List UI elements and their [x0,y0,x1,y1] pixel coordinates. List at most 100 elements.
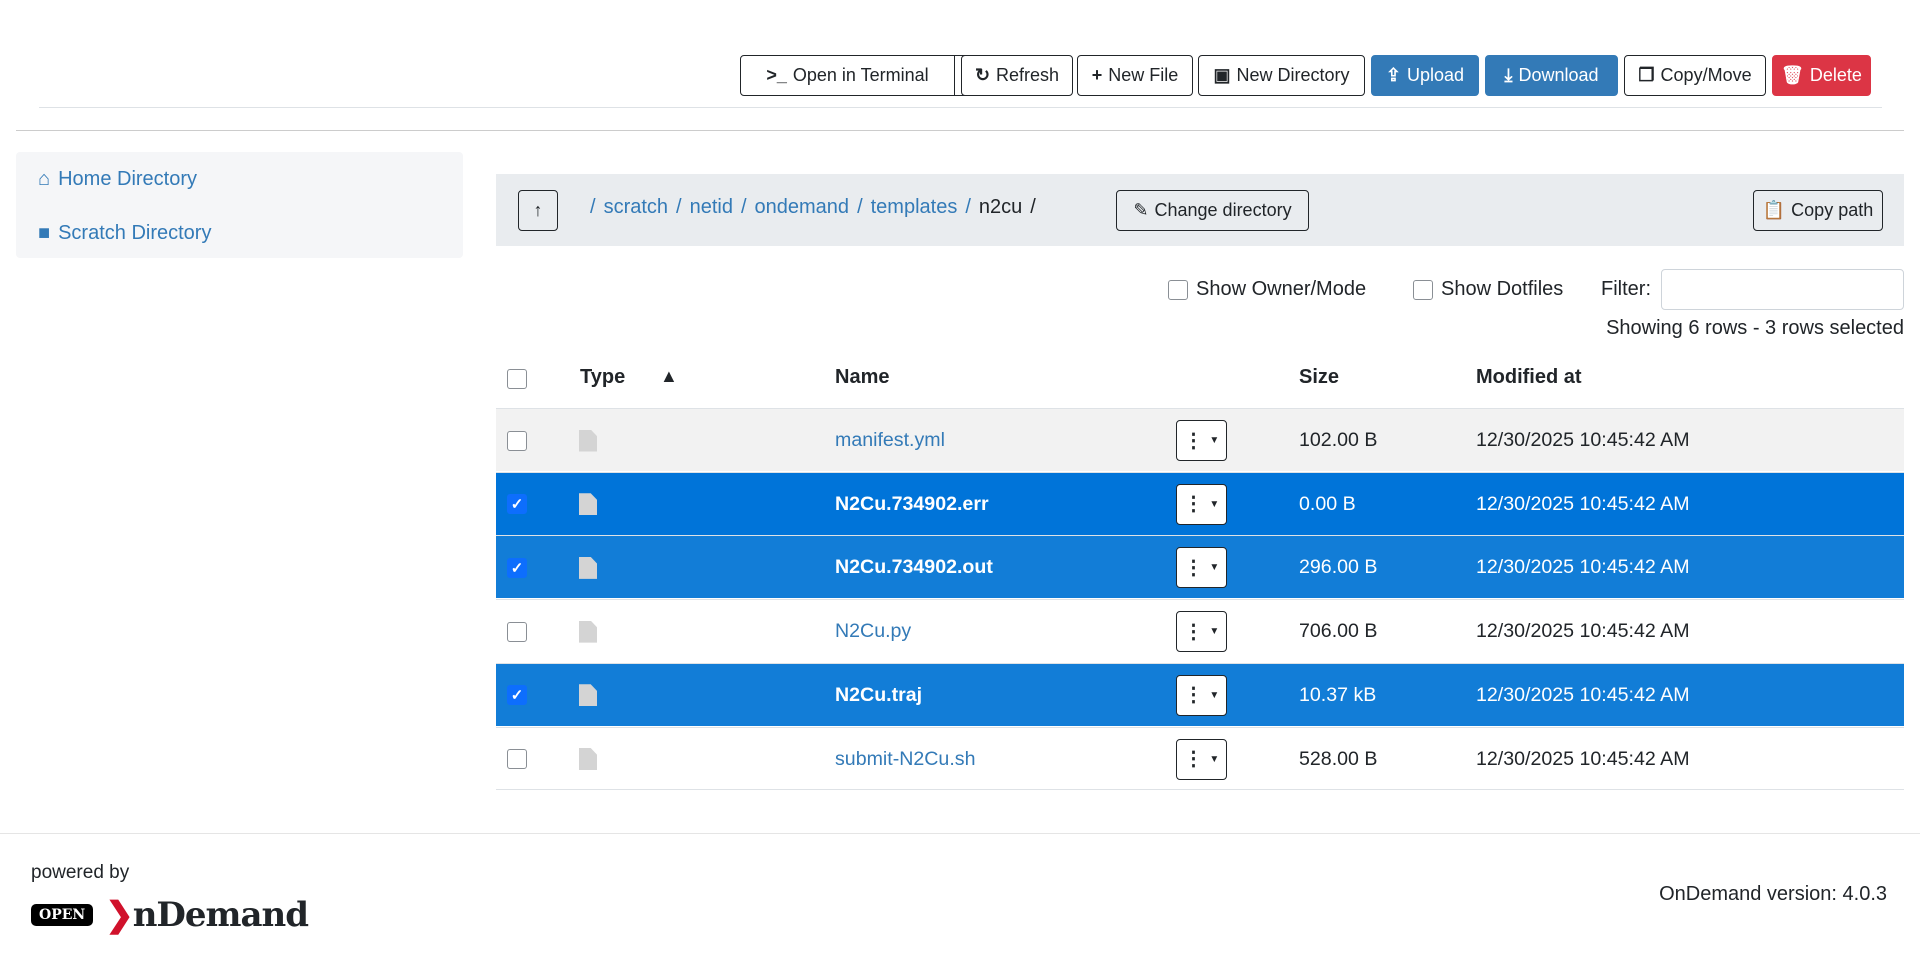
file-name-link[interactable]: N2Cu.734902.err [835,492,989,515]
download-button[interactable]: ⤓ Download [1485,55,1618,96]
ellipsis-vertical-icon: ⋮ [1183,493,1204,516]
table-row[interactable]: submit-N2Cu.sh ⋮ ▼ 528.00 B 12/30/2025 10… [496,726,1904,790]
file-icon [579,493,597,516]
column-header-name[interactable]: Name [835,366,890,388]
copy-path-button[interactable]: 📋 Copy path [1753,190,1883,231]
row-checkbox[interactable] [507,749,527,769]
file-size: 528.00 B [1299,747,1378,770]
file-name-link[interactable]: manifest.yml [835,429,945,451]
breadcrumb-current: n2cu [978,196,1023,218]
caret-down-icon: ▼ [1209,689,1220,701]
upload-button[interactable]: ⇪ Upload [1371,55,1479,96]
change-directory-button[interactable]: ✎ Change directory [1116,190,1309,231]
table-row[interactable]: manifest.yml ⋮ ▼ 102.00 B 12/30/2025 10:4… [496,408,1904,471]
refresh-icon: ↻ [974,65,991,85]
ellipsis-vertical-icon: ⋮ [1183,429,1204,452]
sort-ascending-icon[interactable]: ▲ [660,366,678,386]
table-row[interactable]: ✓ N2Cu.traj ⋮ ▼ 10.37 kB 12/30/2025 10:45… [496,662,1904,726]
file-name-link[interactable]: submit-N2Cu.sh [835,747,976,770]
show-dotfiles-toggle[interactable]: Show Dotfiles [1413,278,1563,301]
file-modified: 12/30/2025 10:45:42 AM [1476,747,1690,770]
file-name-link[interactable]: N2Cu.734902.out [835,556,993,579]
folder-plus-icon: ▣ [1213,65,1231,85]
copy-icon: ❐ [1638,65,1655,85]
file-icon [579,748,597,770]
select-all-checkbox[interactable] [507,369,527,389]
sidebar-item-home[interactable]: ⌂ Home Directory [38,168,198,190]
file-size: 0.00 B [1299,492,1356,515]
caret-down-icon: ▼ [1209,562,1220,574]
version-label: OnDemand version: 4.0.3 [1659,883,1887,905]
footer-divider [0,833,1920,834]
arrow-up-icon: ↑ [533,200,543,220]
powered-by-label: powered by [31,862,130,883]
checkbox[interactable] [1168,279,1188,300]
filter-label: Filter: [1601,278,1651,300]
row-actions-dropdown[interactable]: ⋮ ▼ [1176,674,1227,716]
copy-move-button[interactable]: ❐ Copy/Move [1624,55,1766,96]
row-checkbox[interactable] [507,430,527,451]
download-icon: ⤓ [1504,65,1513,85]
clipboard-icon: 📋 [1762,200,1786,220]
row-checkbox[interactable] [507,621,527,642]
plus-icon: + [1091,65,1103,85]
row-actions-dropdown[interactable]: ⋮ ▼ [1176,420,1227,461]
new-file-button[interactable]: + New File [1077,55,1193,96]
upload-icon: ⇪ [1385,65,1402,85]
table-row[interactable]: ✓ N2Cu.734902.err ⋮ ▼ 0.00 B 12/30/2025 1… [496,471,1904,535]
column-header-type[interactable]: Type [580,366,626,388]
file-name-link[interactable]: N2Cu.py [835,620,912,643]
row-actions-dropdown[interactable]: ⋮ ▼ [1176,547,1227,589]
header-divider [16,130,1904,131]
breadcrumb-ondemand[interactable]: ondemand [754,196,850,218]
column-header-modified[interactable]: Modified at [1476,366,1582,388]
breadcrumb-bar: ↑ / scratch / netid / ondemand / templates /… [496,174,1904,246]
row-checkbox[interactable]: ✓ [507,557,527,578]
ondemand-logo: OPEN ❯nDemand [31,895,309,935]
file-size: 296.00 B [1299,556,1378,579]
column-header-size[interactable]: Size [1299,366,1340,388]
breadcrumb-templates[interactable]: templates [870,196,958,218]
file-size: 102.00 B [1299,429,1378,451]
file-modified: 12/30/2025 10:45:42 AM [1476,429,1690,451]
sidebar: ⌂ Home Directory ■ Scratch Directory [16,152,463,258]
table-row[interactable]: ✓ N2Cu.734902.out ⋮ ▼ 296.00 B 12/30/2025… [496,535,1904,599]
file-modified: 12/30/2025 10:45:42 AM [1476,556,1690,579]
breadcrumb-scratch[interactable]: scratch [603,196,669,218]
new-directory-button[interactable]: ▣ New Directory [1198,55,1365,96]
file-icon [579,429,597,452]
table-row[interactable]: N2Cu.py ⋮ ▼ 706.00 B 12/30/2025 10:45:42 … [496,599,1904,663]
ellipsis-vertical-icon: ⋮ [1183,556,1204,579]
refresh-button[interactable]: ↻ Refresh [961,55,1073,96]
file-icon [579,556,597,579]
row-actions-dropdown[interactable]: ⋮ ▼ [1176,483,1227,525]
file-icon [579,684,597,707]
caret-down-icon: ▼ [1209,753,1220,765]
caret-down-icon: ▼ [1209,435,1220,446]
table-bottom-border [496,789,1904,790]
toolbar-divider [39,107,1882,108]
home-icon: ⌂ [38,168,51,190]
caret-down-icon: ▼ [1209,626,1220,638]
sidebar-item-scratch[interactable]: ■ Scratch Directory [38,222,212,244]
row-actions-dropdown[interactable]: ⋮ ▼ [1176,611,1227,653]
folder-icon: ■ [38,222,51,244]
file-icon [579,620,597,643]
row-checkbox[interactable]: ✓ [507,494,527,515]
breadcrumb-netid[interactable]: netid [689,196,733,218]
row-checkbox[interactable]: ✓ [507,685,527,706]
open-in-terminal-button[interactable]: >_ Open in Terminal [740,55,955,96]
caret-down-icon: ▼ [1209,498,1220,510]
filter-input[interactable] [1661,269,1904,310]
delete-button[interactable]: 🗑 Delete [1772,55,1871,96]
edit-icon: ✎ [1133,200,1149,220]
file-modified: 12/30/2025 10:45:42 AM [1476,683,1690,706]
checkbox[interactable] [1413,279,1433,300]
row-actions-dropdown[interactable]: ⋮ ▼ [1176,738,1227,780]
trash-icon: 🗑 [1781,65,1804,85]
file-name-link[interactable]: N2Cu.traj [835,683,923,706]
parent-directory-button[interactable]: ↑ [518,190,558,231]
ellipsis-vertical-icon: ⋮ [1183,748,1204,770]
terminal-icon: >_ [766,65,787,85]
show-owner-mode-toggle[interactable]: Show Owner/Mode [1168,278,1366,301]
